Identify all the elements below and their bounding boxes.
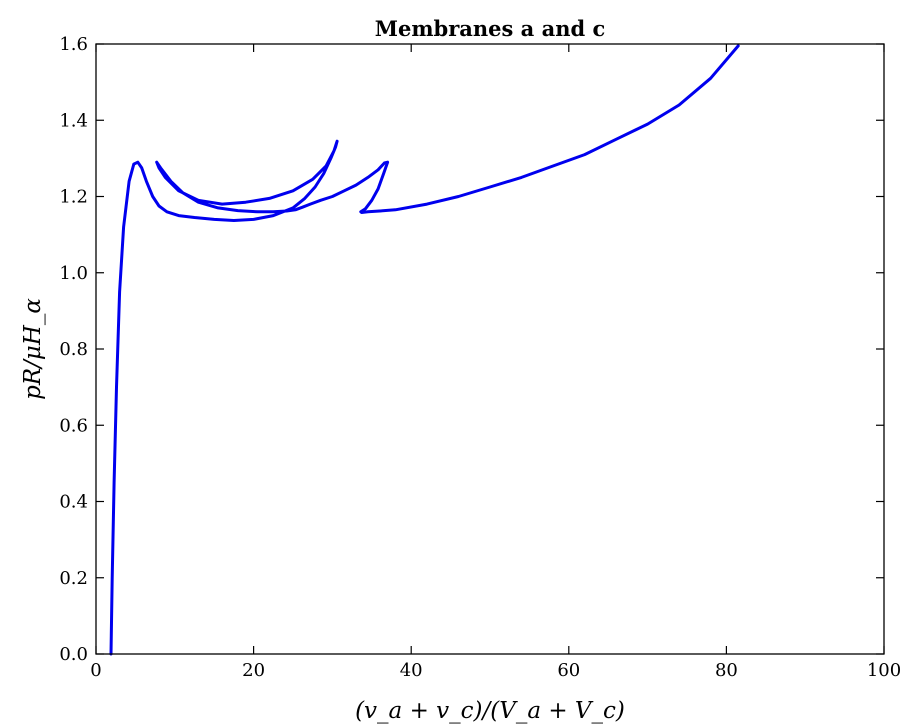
x-tick-label: 0 [90, 660, 101, 681]
series-line [109, 44, 740, 656]
tick-labels: 0 20 40 60 80 100 0.0 0.2 0.4 0.6 0.8 1.0 1.2 1.4 1.6 [59, 34, 901, 681]
x-tick-label: 100 [867, 660, 901, 681]
y-axis-label: pR/μH_α [20, 298, 46, 400]
x-tick-label: 80 [715, 660, 738, 681]
y-tick-label: 1.0 [59, 263, 88, 284]
x-tick-label: 20 [242, 660, 265, 681]
y-tick-label: 0.0 [59, 644, 88, 665]
tick-marks [95, 43, 885, 655]
y-tick-label: 1.4 [59, 110, 88, 131]
y-tick-label: 0.8 [59, 339, 88, 360]
y-tick-label: 1.6 [59, 34, 88, 55]
plot-area [109, 44, 740, 656]
y-tick-label: 0.4 [59, 492, 88, 513]
chart-title: Membranes a and c [375, 16, 606, 41]
y-tick-label: 1.2 [59, 187, 88, 208]
axes-frame [95, 43, 885, 655]
y-tick-label: 0.2 [59, 568, 88, 589]
x-tick-label: 40 [400, 660, 423, 681]
x-tick-label: 60 [557, 660, 580, 681]
y-tick-label: 0.6 [59, 415, 88, 436]
x-axis-label: (v_a + v_c)/(V_a + V_c) [355, 698, 625, 724]
